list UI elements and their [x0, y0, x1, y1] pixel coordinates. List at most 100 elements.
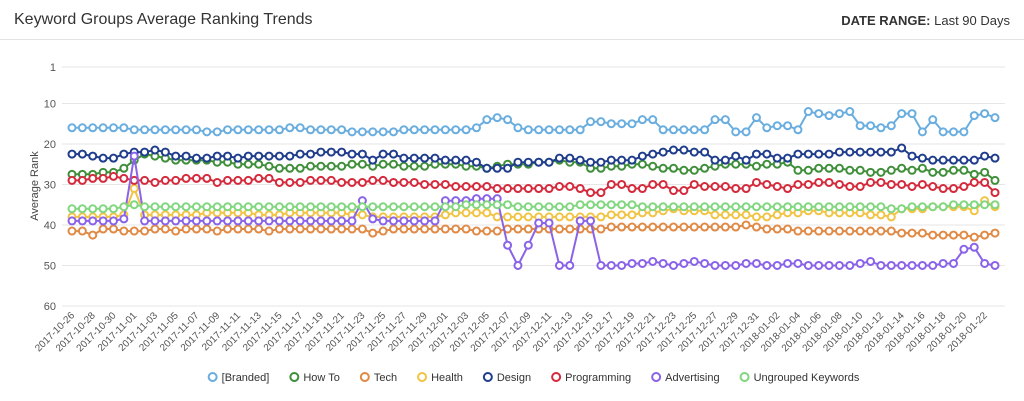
- data-point: [772, 182, 782, 191]
- legend-item[interactable]: [Branded]: [207, 372, 270, 384]
- data-point: [409, 161, 419, 171]
- data-point: [285, 123, 295, 133]
- data-point: [866, 226, 876, 236]
- data-point: [980, 109, 990, 119]
- data-point: [731, 127, 741, 137]
- date-range[interactable]: DATE RANGE: Last 90 Days: [841, 13, 1010, 28]
- legend-marker: [207, 372, 218, 382]
- data-point: [108, 171, 118, 181]
- data-point: [565, 212, 575, 222]
- data-point: [658, 258, 668, 268]
- data-point: [181, 151, 191, 161]
- data-point: [959, 165, 969, 175]
- data-point: [886, 165, 896, 175]
- data-point: [855, 202, 865, 212]
- data-point: [689, 165, 699, 175]
- data-point: [513, 123, 523, 133]
- data-point: [793, 226, 803, 236]
- data-point: [119, 214, 129, 224]
- data-point: [430, 153, 440, 163]
- data-point: [648, 149, 658, 159]
- legend-label: Programming: [565, 372, 631, 384]
- data-point: [243, 175, 253, 185]
- data-point: [492, 113, 502, 123]
- data-point: [503, 184, 513, 194]
- data-point: [316, 202, 326, 212]
- y-tick-label: 20: [44, 139, 56, 151]
- legend-item[interactable]: Ungrouped Keywords: [739, 372, 860, 384]
- data-point: [949, 230, 959, 240]
- data-point: [907, 202, 917, 212]
- data-point: [202, 173, 212, 183]
- data-point: [596, 212, 606, 222]
- data-point: [326, 125, 336, 135]
- data-point: [420, 202, 430, 212]
- data-point: [388, 177, 398, 187]
- data-point: [803, 202, 813, 212]
- data-point: [440, 125, 450, 135]
- data-point: [637, 151, 647, 161]
- data-point: [990, 153, 1000, 163]
- legend-item[interactable]: Programming: [551, 372, 631, 384]
- data-point: [119, 202, 129, 212]
- data-point: [969, 111, 979, 121]
- data-point: [814, 202, 824, 212]
- data-point: [658, 163, 668, 173]
- data-point: [824, 260, 834, 270]
- data-point: [949, 155, 959, 165]
- data-point: [762, 159, 772, 169]
- data-point: [285, 151, 295, 161]
- data-point: [513, 202, 523, 212]
- data-point: [440, 210, 450, 220]
- data-point: [917, 228, 927, 238]
- data-point: [814, 226, 824, 236]
- data-point: [917, 127, 927, 137]
- data-point: [751, 258, 761, 268]
- legend-item[interactable]: Advertising: [651, 372, 720, 384]
- data-point: [140, 125, 150, 135]
- legend-item[interactable]: Design: [482, 372, 531, 384]
- data-point: [461, 200, 471, 210]
- data-point: [575, 155, 585, 165]
- data-point: [378, 127, 388, 137]
- data-point: [783, 184, 793, 194]
- data-point: [700, 147, 710, 157]
- data-point: [171, 216, 181, 226]
- data-point: [140, 175, 150, 185]
- data-point: [793, 202, 803, 212]
- data-point: [554, 202, 564, 212]
- data-point: [471, 200, 481, 210]
- data-point: [388, 149, 398, 159]
- data-point: [316, 224, 326, 234]
- data-point: [471, 226, 481, 236]
- data-point: [648, 202, 658, 212]
- data-point: [534, 125, 544, 135]
- data-point: [617, 119, 627, 129]
- data-point: [243, 125, 253, 135]
- data-point: [990, 188, 1000, 198]
- data-point: [845, 182, 855, 191]
- data-point: [845, 202, 855, 212]
- data-point: [700, 258, 710, 268]
- data-point: [980, 200, 990, 210]
- data-point: [440, 179, 450, 189]
- legend-item[interactable]: Tech: [359, 372, 397, 384]
- data-point: [679, 125, 689, 135]
- data-point: [855, 226, 865, 236]
- data-point: [223, 151, 233, 161]
- data-point: [928, 115, 938, 125]
- data-point: [254, 159, 264, 169]
- data-point: [119, 149, 129, 159]
- data-point: [627, 200, 637, 210]
- legend-item[interactable]: Health: [417, 372, 463, 384]
- data-point: [285, 216, 295, 226]
- data-point: [399, 216, 409, 226]
- data-point: [866, 177, 876, 187]
- data-point: [254, 125, 264, 135]
- legend-item[interactable]: How To: [289, 372, 340, 384]
- data-point: [762, 179, 772, 189]
- data-point: [855, 147, 865, 157]
- data-point: [357, 202, 367, 212]
- data-point: [150, 125, 160, 135]
- data-point: [191, 216, 201, 226]
